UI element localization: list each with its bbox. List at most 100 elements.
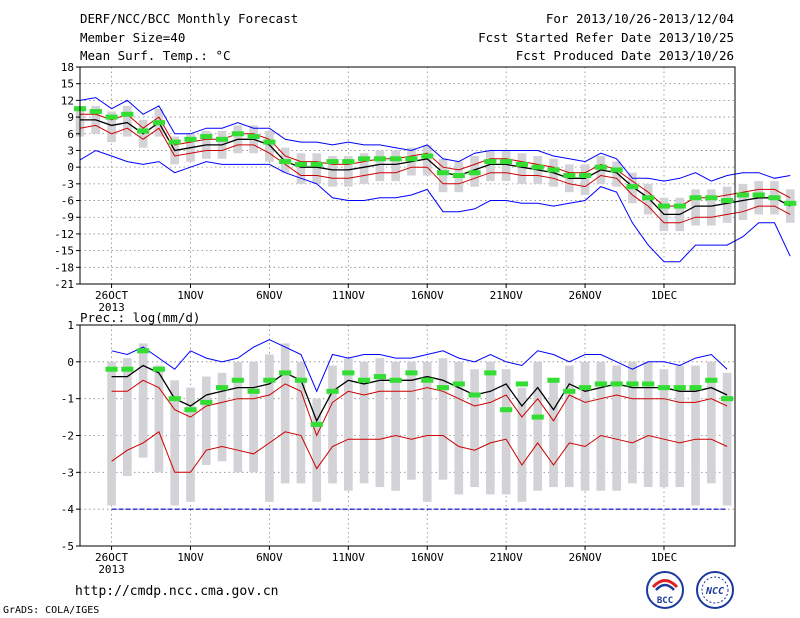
observed-marker <box>610 381 623 387</box>
variable-label: Mean Surf. Temp.: °C <box>80 48 231 63</box>
spread-box <box>375 358 385 488</box>
x-tick-label: 11NOV <box>332 289 365 302</box>
series-line-median <box>111 364 728 423</box>
observed-marker <box>721 198 734 204</box>
spread-box <box>706 189 716 226</box>
spread-box <box>265 130 274 162</box>
spread-box <box>722 372 732 506</box>
spread-box <box>280 343 290 484</box>
observed-marker <box>215 136 229 142</box>
observed-marker <box>358 377 371 383</box>
spread-box <box>217 372 227 462</box>
observed-marker <box>500 407 513 413</box>
forecast-produced-date: Fcst Produced Date 2013/10/26 <box>515 48 734 63</box>
observed-marker <box>594 381 607 387</box>
y-tick-label: -12 <box>54 228 74 241</box>
y-tick-label: -4 <box>61 503 75 516</box>
spread-box <box>359 153 369 184</box>
observed-marker <box>231 131 244 137</box>
spread-box <box>596 361 606 491</box>
observed-marker <box>326 159 339 165</box>
spread-box <box>391 150 401 182</box>
spread-box <box>391 361 401 491</box>
observed-marker <box>500 159 513 165</box>
x-tick-label: 11NOV <box>332 551 365 564</box>
spread-box <box>123 105 132 137</box>
spread-box <box>233 361 243 473</box>
grads-credit: GrADS: COLA/IGES <box>3 605 100 616</box>
spread-box <box>643 361 653 488</box>
y-tick-label: 12 <box>61 94 74 107</box>
observed-marker <box>137 128 150 134</box>
observed-marker <box>468 392 481 398</box>
x-tick-label: 26OCT <box>95 289 128 302</box>
observed-marker <box>121 366 134 372</box>
bcc-logo-text: BCC <box>657 596 673 606</box>
series-line-p25 <box>79 124 791 224</box>
y-tick-label: -3 <box>61 178 74 191</box>
spread-box <box>312 398 322 502</box>
observed-marker <box>705 195 718 201</box>
precipitation-chart: 1 0 -1 -2 -3 -4 -5 26OCT 1NOV 6NOV 11NOV 16NOV 21NOV… <box>61 319 736 576</box>
spread-box <box>486 150 495 182</box>
spread-box <box>422 144 432 176</box>
spread-box <box>533 361 543 491</box>
spread-box <box>312 153 322 184</box>
spread-box <box>501 150 511 182</box>
observed-marker <box>594 164 607 170</box>
spread-box <box>612 365 621 491</box>
observed-marker <box>657 385 671 391</box>
observed-marker <box>515 381 529 387</box>
y-tick-label: 0 <box>67 161 74 174</box>
observed-marker <box>578 385 592 391</box>
spread-box <box>296 153 306 184</box>
spread-box <box>628 361 637 484</box>
observed-marker <box>247 388 260 394</box>
spread-box <box>438 158 448 193</box>
observed-marker <box>452 173 465 178</box>
observed-marker <box>310 161 323 167</box>
observed-marker <box>721 396 734 402</box>
observed-marker <box>705 377 718 383</box>
observed-marker <box>752 192 765 198</box>
observed-marker <box>436 170 450 176</box>
observed-marker <box>389 377 402 383</box>
observed-marker <box>673 203 686 209</box>
observed-marker <box>168 396 181 402</box>
spread-box <box>785 189 795 223</box>
spread-box <box>407 361 416 480</box>
series-line-p75 <box>80 113 791 207</box>
x-tick-label: 26NOV <box>568 289 601 302</box>
series-line-max <box>79 149 791 263</box>
spread-box <box>186 387 195 502</box>
spread-box <box>170 380 180 506</box>
y-tick-label: -6 <box>61 195 74 208</box>
spread-box <box>438 358 448 480</box>
spread-box <box>691 365 700 506</box>
observed-marker <box>657 203 671 209</box>
observed-marker <box>626 184 639 190</box>
y-tick-label: -15 <box>54 245 74 258</box>
observed-marker <box>563 388 576 394</box>
observed-marker <box>168 139 181 145</box>
spread-box <box>564 365 574 488</box>
spread-box <box>138 343 148 458</box>
source-url[interactable]: http://cmdp.ncc.cma.gov.cn <box>75 584 279 599</box>
spread-box <box>201 376 211 465</box>
spread-box <box>422 361 432 502</box>
observed-marker <box>468 170 481 176</box>
y-tick-label: -21 <box>54 278 74 291</box>
observed-marker <box>200 134 213 140</box>
x-tick-label: 26NOV <box>568 551 601 564</box>
observed-marker <box>279 370 292 376</box>
observed-marker <box>736 192 749 198</box>
observed-marker <box>294 161 308 167</box>
y-tick-label: 0 <box>67 356 74 369</box>
plot-frame <box>79 66 736 285</box>
x-tick-label: 6NOV <box>256 551 283 564</box>
observed-marker <box>405 370 418 376</box>
spread-box <box>675 365 685 488</box>
y-tick-label: -2 <box>61 430 74 443</box>
spread-box <box>612 161 621 187</box>
observed-marker <box>105 114 118 120</box>
